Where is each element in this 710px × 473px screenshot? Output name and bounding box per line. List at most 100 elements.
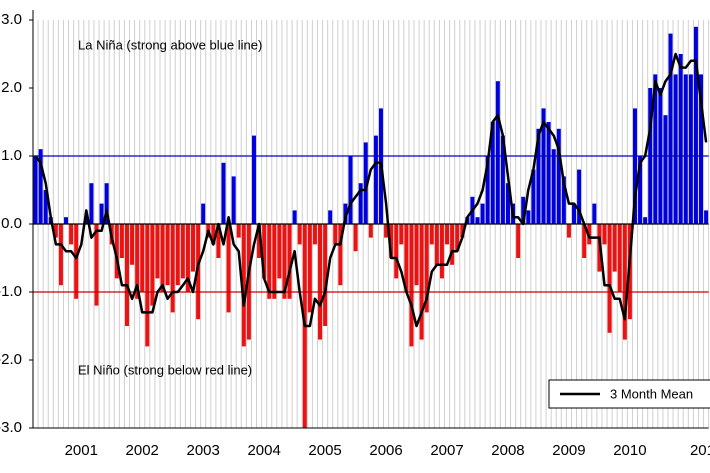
x-tick-label: 2006 xyxy=(369,442,402,459)
bar xyxy=(185,224,190,292)
bar xyxy=(196,224,201,320)
bar xyxy=(373,135,378,224)
bar xyxy=(572,203,577,224)
bar xyxy=(516,224,521,258)
bar xyxy=(434,224,439,265)
bar xyxy=(160,224,165,292)
bar xyxy=(500,135,505,224)
x-tick-label: 2002 xyxy=(126,442,159,459)
bar xyxy=(38,149,43,224)
bar xyxy=(561,176,566,224)
bar xyxy=(653,74,658,225)
annotation: La Niña (strong above blue line) xyxy=(78,37,262,52)
bar xyxy=(455,224,460,252)
bar xyxy=(180,224,185,279)
bar xyxy=(612,224,617,272)
bar xyxy=(211,224,216,245)
bar xyxy=(119,224,124,258)
bar xyxy=(683,74,688,225)
bar xyxy=(577,169,582,224)
x-tick-label: 2001 xyxy=(65,442,98,459)
x-tick-label: 2003 xyxy=(186,442,219,459)
bar xyxy=(384,224,389,238)
bar xyxy=(556,128,561,224)
bar xyxy=(602,224,607,245)
bar xyxy=(53,224,58,238)
bar xyxy=(617,224,622,292)
bar xyxy=(622,224,627,340)
bar xyxy=(216,224,221,258)
bar xyxy=(262,224,267,279)
bar xyxy=(414,224,419,286)
x-tick-label: 2009 xyxy=(552,442,585,459)
bar xyxy=(429,224,434,245)
bar xyxy=(480,203,485,224)
y-tick-label: -1.0 xyxy=(0,283,22,300)
bar xyxy=(135,224,140,299)
bar xyxy=(394,224,399,279)
mean-line xyxy=(34,52,708,328)
bar xyxy=(668,33,673,224)
y-tick-label: -2.0 xyxy=(0,351,22,368)
bar xyxy=(485,156,490,224)
bar xyxy=(348,156,353,224)
bar xyxy=(226,224,231,313)
bar xyxy=(632,108,637,224)
bar xyxy=(318,224,323,340)
legend-label: 3 Month Mean xyxy=(610,386,693,401)
bar xyxy=(445,224,450,245)
bar xyxy=(84,217,89,224)
bar xyxy=(541,108,546,224)
bar xyxy=(297,224,302,245)
y-tick-label: 3.0 xyxy=(1,11,22,28)
bar xyxy=(490,122,495,224)
y-tick-label: -3.0 xyxy=(0,419,22,436)
bar xyxy=(353,224,358,252)
bar xyxy=(251,135,256,224)
bar xyxy=(521,196,526,224)
bar xyxy=(678,54,683,224)
bar xyxy=(495,81,500,224)
bar xyxy=(282,224,287,299)
bar xyxy=(475,217,480,224)
bar xyxy=(536,128,541,224)
bar xyxy=(287,224,292,299)
x-tick-label: 2008 xyxy=(491,442,524,459)
bar xyxy=(424,224,429,313)
bar xyxy=(460,224,465,238)
bar xyxy=(688,74,693,225)
bar xyxy=(150,224,155,306)
bar xyxy=(693,26,698,224)
bar xyxy=(526,210,531,224)
bar xyxy=(241,224,246,347)
bar xyxy=(201,203,206,224)
bar xyxy=(368,224,373,238)
bar xyxy=(277,224,282,279)
bar xyxy=(592,203,597,224)
bar xyxy=(505,183,510,224)
bar xyxy=(267,224,272,299)
bar xyxy=(165,224,170,286)
bar xyxy=(643,217,648,224)
bar xyxy=(638,156,643,224)
bar xyxy=(363,142,368,224)
bar xyxy=(124,224,129,326)
bar xyxy=(58,224,63,286)
bar xyxy=(409,224,414,347)
bar xyxy=(99,203,104,224)
bar xyxy=(246,224,251,340)
bar xyxy=(257,224,262,258)
bar xyxy=(328,210,333,224)
bar xyxy=(155,224,160,279)
bar xyxy=(404,224,409,292)
bar xyxy=(292,210,297,224)
bar xyxy=(64,217,69,224)
bar xyxy=(419,224,424,340)
bar xyxy=(170,224,175,313)
bar xyxy=(89,183,94,224)
bar xyxy=(338,224,343,286)
bar xyxy=(323,224,328,326)
bar xyxy=(130,224,135,265)
x-tick-label: 2005 xyxy=(308,442,341,459)
